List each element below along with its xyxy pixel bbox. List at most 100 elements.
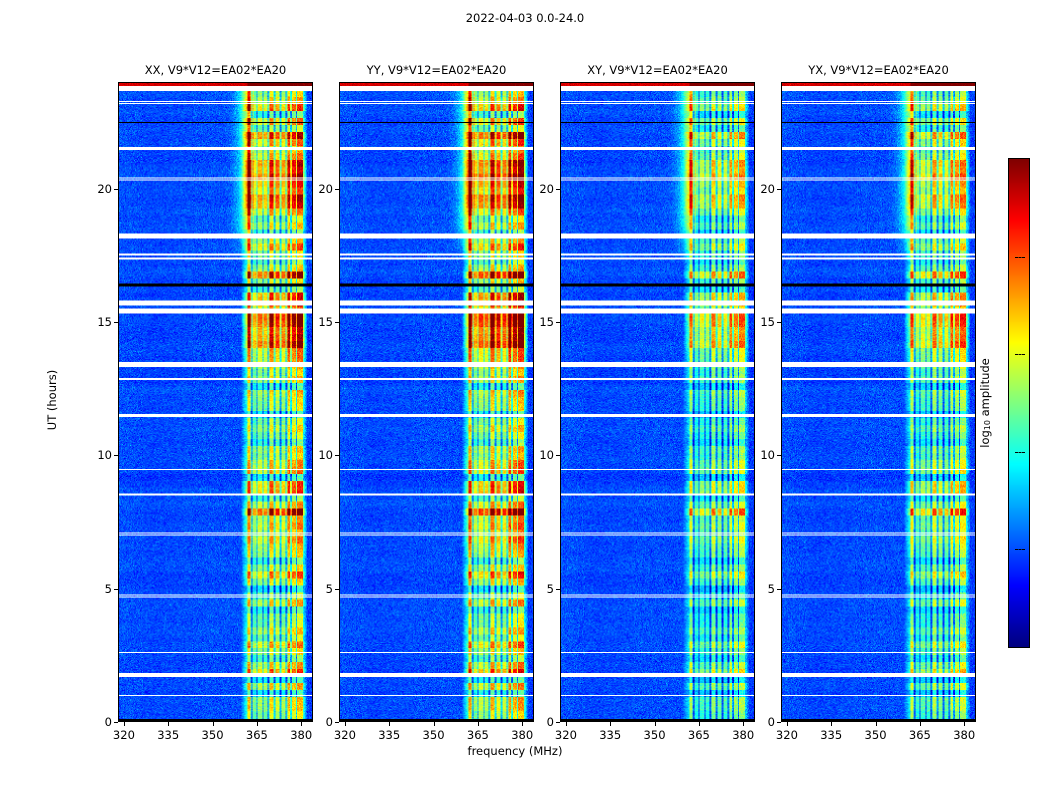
- y-tick-label: 20: [760, 181, 775, 196]
- y-tick-label: 5: [546, 581, 554, 596]
- x-tick-mark: [522, 722, 524, 726]
- x-tick-mark: [831, 722, 833, 726]
- x-tick-mark: [565, 722, 567, 726]
- x-tick-mark: [919, 722, 921, 726]
- y-tick-label: 10: [318, 448, 333, 463]
- y-tick-mark: [114, 455, 118, 457]
- x-tick-label: 320: [775, 728, 798, 742]
- x-tick-label: 350: [643, 728, 666, 742]
- x-tick-label: 350: [201, 728, 224, 742]
- x-tick-label: 335: [378, 728, 401, 742]
- y-tick-mark: [114, 322, 118, 323]
- y-tick-mark: [335, 588, 339, 590]
- colorbar-tick-label: -1: [1008, 347, 1009, 361]
- y-tick-label: 15: [760, 315, 775, 329]
- x-tick-mark: [610, 722, 612, 726]
- colorbar-tick-label: -4: [1008, 640, 1009, 648]
- colorbar-tick-mark: [1015, 451, 1025, 454]
- y-tick-label: 20: [97, 181, 112, 196]
- colorbar-label-sub: 10: [983, 420, 992, 431]
- y-tick-label: 10: [539, 448, 554, 463]
- panel-title-yy: YY, V9*V12=EA02*EA20: [366, 63, 507, 77]
- y-tick-mark: [335, 322, 339, 323]
- heatmap-yy[interactable]: [339, 82, 534, 722]
- y-tick-label: 0: [104, 715, 112, 729]
- y-tick-mark: [777, 322, 781, 323]
- heatmap-xy[interactable]: [560, 82, 755, 722]
- x-tick-mark: [433, 722, 435, 726]
- colorbar-tick-label: -2: [1008, 445, 1009, 459]
- panel-yy[interactable]: YY, V9*V12=EA02*EA20 320 335 350 365 380 0 5 10…: [318, 63, 534, 742]
- panel-yx[interactable]: YX, V9*V12=EA02*EA20 320 335 350 365 380 0 5 10…: [760, 63, 976, 742]
- x-tick-mark: [389, 722, 391, 726]
- colorbar[interactable]: -4 -3 -2 -1 0 1: [1008, 158, 1030, 648]
- y-tick-label: 15: [539, 315, 554, 329]
- x-tick-label: 335: [820, 728, 843, 742]
- x-tick-label: 335: [157, 728, 180, 742]
- x-tick-label: 380: [290, 728, 313, 742]
- x-tick-mark: [875, 722, 877, 726]
- x-tick-label: 320: [333, 728, 356, 742]
- y-tick-label: 10: [760, 448, 775, 463]
- y-tick-label: 5: [767, 581, 775, 596]
- x-tick-mark: [344, 722, 346, 726]
- colorbar-label: log10 amplitude: [978, 358, 992, 448]
- x-tick-label: 335: [599, 728, 622, 742]
- y-axis-label: UT (hours): [45, 369, 59, 431]
- y-tick-mark: [335, 722, 339, 723]
- colorbar-tick-label: 1: [1008, 158, 1009, 166]
- x-tick-mark: [301, 722, 303, 726]
- x-tick-label: 380: [953, 728, 976, 742]
- heatmap-xx[interactable]: [118, 82, 313, 722]
- y-tick-mark: [114, 188, 118, 190]
- x-tick-label: 320: [554, 728, 577, 742]
- y-tick-mark: [556, 722, 560, 723]
- y-tick-mark: [335, 455, 339, 457]
- figure-title: 2022-04-03 0.0-24.0: [465, 11, 585, 25]
- y-tick-label: 0: [546, 715, 554, 729]
- y-tick-label: 0: [767, 715, 775, 729]
- y-tick-mark: [777, 588, 781, 590]
- x-tick-label: 380: [511, 728, 534, 742]
- x-tick-label: 365: [687, 728, 710, 742]
- panel-title-xy: XY, V9*V12=EA02*EA20: [587, 63, 728, 77]
- y-tick-label: 15: [97, 315, 112, 329]
- x-tick-mark: [786, 722, 788, 726]
- colorbar-tick-label: -3: [1008, 542, 1009, 556]
- y-tick-mark: [556, 588, 560, 590]
- x-axis-label: frequency (MHz): [467, 744, 563, 758]
- y-tick-label: 20: [318, 181, 333, 196]
- colorbar-tick-mark: [1015, 256, 1025, 259]
- colorbar-label-base: log: [978, 430, 992, 448]
- x-tick-label: 365: [908, 728, 931, 742]
- y-tick-label: 5: [325, 581, 333, 596]
- colorbar-label-rest: amplitude: [978, 358, 992, 421]
- x-tick-mark: [256, 722, 258, 726]
- y-tick-mark: [114, 722, 118, 723]
- colorbar-tick-mark: [1015, 549, 1025, 551]
- y-tick-mark: [335, 188, 339, 190]
- y-tick-label: 15: [318, 315, 333, 329]
- x-tick-mark: [743, 722, 745, 726]
- x-tick-label: 380: [732, 728, 755, 742]
- heatmap-yx[interactable]: [781, 82, 976, 722]
- y-tick-mark: [777, 188, 781, 190]
- y-tick-mark: [556, 455, 560, 457]
- y-tick-mark: [556, 188, 560, 190]
- x-tick-mark: [654, 722, 656, 726]
- x-tick-label: 350: [422, 728, 445, 742]
- panel-title-yx: YX, V9*V12=EA02*EA20: [808, 63, 949, 77]
- x-tick-mark: [698, 722, 700, 726]
- x-tick-mark: [168, 722, 170, 726]
- y-tick-label: 10: [97, 448, 112, 463]
- x-tick-label: 365: [466, 728, 489, 742]
- panel-xy[interactable]: XY, V9*V12=EA02*EA20 320 335 350 365 380 0 5 10…: [539, 63, 755, 742]
- panel-xx[interactable]: XX, V9*V12=EA02*EA20 320 335 350 365 380 0 5 10…: [97, 63, 313, 742]
- x-tick-mark: [964, 722, 966, 726]
- x-tick-label: 365: [245, 728, 268, 742]
- y-tick-mark: [777, 455, 781, 457]
- y-tick-label: 0: [325, 715, 333, 729]
- x-tick-label: 350: [864, 728, 887, 742]
- colorbar-tick-mark: [1015, 354, 1025, 356]
